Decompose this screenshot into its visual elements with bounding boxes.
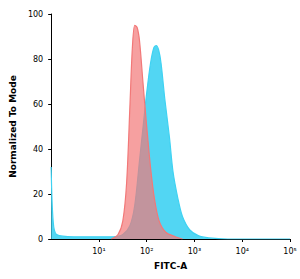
svg-text:100: 100: [28, 10, 43, 19]
svg-text:10³: 10³: [188, 247, 201, 256]
svg-text:10¹: 10¹: [92, 247, 105, 256]
svg-text:FITC-A: FITC-A: [154, 261, 187, 271]
svg-text:40: 40: [33, 145, 43, 154]
svg-text:80: 80: [33, 55, 43, 64]
svg-text:10²: 10²: [140, 247, 153, 256]
svg-text:0: 0: [38, 235, 43, 244]
svg-text:60: 60: [33, 100, 43, 109]
svg-text:Normalized To Mode: Normalized To Mode: [8, 75, 18, 178]
svg-text:10⁵: 10⁵: [283, 247, 296, 256]
svg-text:10⁴: 10⁴: [236, 247, 249, 256]
svg-text:20: 20: [33, 190, 43, 199]
